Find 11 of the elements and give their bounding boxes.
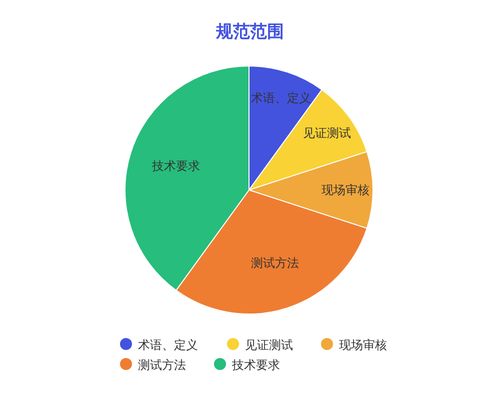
legend-label: 现场审核: [339, 338, 387, 352]
slice-label: 技术要求: [150, 159, 200, 174]
chart-title: 规范范围: [215, 22, 284, 42]
legend-label: 术语、定义: [138, 338, 198, 352]
legend-label: 见证测试: [245, 338, 293, 352]
slice-label: 现场审核: [322, 183, 370, 197]
legend-label: 测试方法: [138, 358, 186, 372]
slice-label: 见证测试: [303, 126, 352, 140]
slice-label: 术语、定义: [251, 91, 311, 106]
slice-label: 测试方法: [251, 256, 299, 270]
legend-label: 技术要求: [231, 358, 280, 372]
